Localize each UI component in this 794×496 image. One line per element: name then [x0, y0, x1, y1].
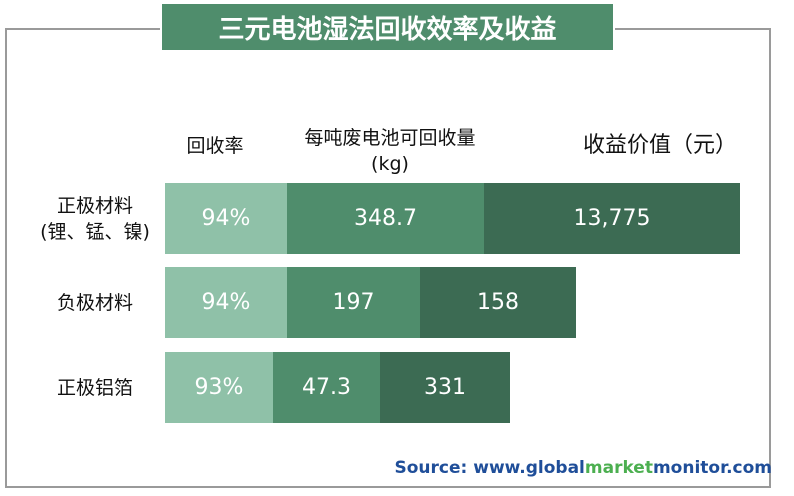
row-label-line: 负极材料 — [56, 291, 133, 314]
header-line: 收益价值（元） — [582, 133, 737, 158]
cell: 47.3 — [273, 352, 380, 423]
row-label: 正极材料 (锂、锰、镍) — [30, 193, 160, 245]
source-part: market — [584, 458, 653, 478]
source-label: Source: — [394, 458, 468, 478]
source-part: www.global — [473, 458, 585, 478]
header-line: (kg) — [371, 153, 409, 175]
column-header: 每吨废电池可回收量 (kg) — [280, 125, 500, 177]
row-label-line: (锂、锰、镍) — [40, 220, 150, 243]
cell: 93% — [165, 352, 273, 423]
cell: 94% — [165, 183, 287, 254]
source-part: .com — [726, 458, 772, 478]
header-line: 每吨废电池可回收量 — [304, 127, 476, 149]
cell: 331 — [380, 352, 510, 423]
column-header: 回收率 — [165, 133, 265, 159]
source-part: monitor — [652, 458, 727, 478]
source: Source: www.globalmarketmonitor.com — [395, 458, 773, 478]
row-label-line: 正极材料 — [56, 194, 133, 217]
row-label: 负极材料 — [30, 290, 160, 316]
header-line: 回收率 — [186, 135, 244, 157]
cell: 348.7 — [287, 183, 484, 254]
cell: 94% — [165, 267, 287, 338]
row-label: 正极铝箔 — [30, 375, 160, 401]
row-label-line: 正极铝箔 — [56, 376, 133, 399]
cell: 158 — [420, 267, 576, 338]
cell: 13,775 — [484, 183, 740, 254]
cell: 197 — [287, 267, 420, 338]
title: 三元电池湿法回收效率及收益 — [160, 2, 615, 52]
column-header: 收益价值（元） — [560, 133, 760, 159]
